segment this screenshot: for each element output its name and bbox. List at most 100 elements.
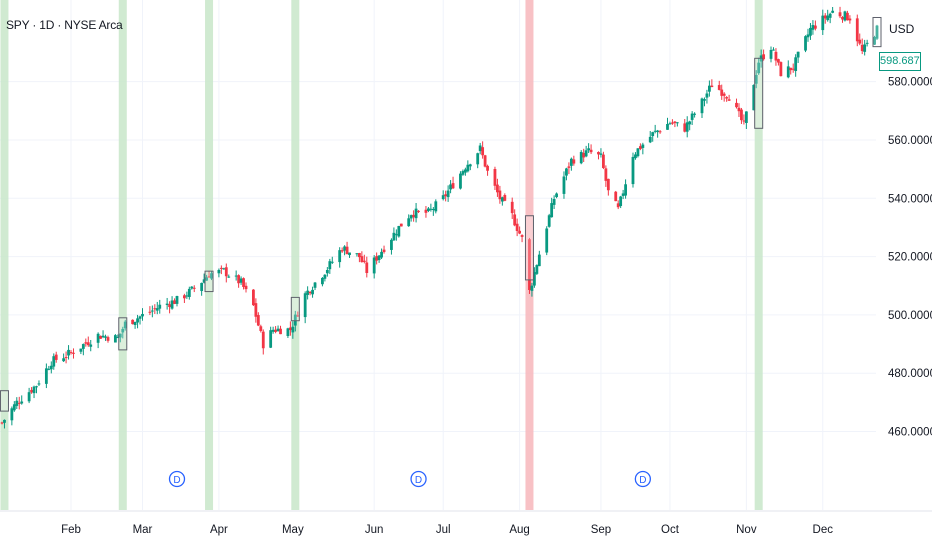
candle: [67, 345, 70, 360]
candle: [150, 305, 154, 318]
candle: [552, 195, 556, 210]
candle: [261, 329, 265, 355]
candle: [190, 286, 194, 290]
candle: [185, 291, 189, 299]
candle: [530, 282, 534, 297]
candle: [725, 96, 729, 102]
candle: [158, 299, 162, 314]
candle: [744, 111, 748, 129]
candle: [340, 247, 344, 253]
candle: [345, 241, 349, 255]
time-tick-label: Aug: [509, 524, 529, 536]
candle: [486, 164, 489, 176]
time-tick-label: Jun: [365, 524, 384, 536]
time-tick-label: Mar: [133, 524, 153, 536]
dividend-marker[interactable]: D: [168, 470, 186, 488]
candle: [688, 120, 692, 131]
candle: [123, 319, 127, 331]
candle: [444, 190, 448, 202]
candle: [360, 251, 364, 263]
candle: [202, 273, 206, 284]
candle: [863, 39, 867, 56]
candle: [528, 237, 531, 294]
candle: [242, 277, 245, 290]
candle: [99, 335, 102, 339]
candle: [205, 274, 208, 281]
candle: [252, 289, 255, 307]
highlight-band-green: [118, 0, 127, 510]
dividend-marker[interactable]: D: [634, 470, 651, 488]
candle: [424, 205, 428, 218]
candle: [789, 67, 793, 75]
price-tick-label: 520.00000: [888, 252, 932, 264]
candle: [15, 397, 19, 410]
candle: [321, 277, 324, 287]
dividend-marker[interactable]: D: [410, 470, 427, 488]
candle: [187, 286, 191, 300]
candle: [37, 380, 41, 386]
candle: [79, 348, 83, 355]
candle: [791, 63, 795, 73]
candle: [375, 252, 379, 265]
candle: [256, 312, 260, 327]
candle: [449, 180, 452, 194]
candle: [3, 419, 6, 429]
candle: [720, 84, 724, 100]
candle: [173, 298, 176, 305]
candle: [619, 195, 623, 209]
candle: [579, 150, 583, 165]
highlight-band-green: [0, 0, 9, 510]
last-price-label: 598.68765: [879, 52, 921, 71]
candle: [545, 226, 549, 256]
candle: [20, 395, 24, 405]
time-tick-label: May: [282, 524, 304, 536]
candle: [116, 334, 120, 339]
candle: [823, 13, 827, 24]
candle: [274, 326, 277, 334]
time-tick-label: Feb: [61, 524, 81, 536]
candle: [81, 343, 85, 356]
chart-title: SPY · 1D · NYSE Arca: [6, 18, 123, 32]
candle: [12, 401, 16, 412]
candle: [742, 114, 746, 125]
candle: [532, 267, 536, 288]
candle: [328, 258, 332, 274]
candle: [64, 351, 68, 364]
candle: [409, 214, 413, 222]
candle: [155, 301, 159, 315]
candle: [0, 421, 4, 425]
candle: [616, 200, 620, 210]
currency-label[interactable]: USD: [889, 22, 915, 36]
candle: [131, 319, 135, 325]
candle: [717, 80, 721, 91]
candle: [47, 365, 51, 371]
candle: [476, 152, 480, 169]
candle: [192, 285, 196, 293]
candle: [136, 314, 139, 329]
candle: [414, 202, 418, 223]
range-box: [118, 317, 128, 351]
candle: [30, 387, 33, 394]
price-tick-label: 560.00000: [888, 135, 932, 147]
candle: [535, 264, 539, 276]
candle: [786, 60, 790, 79]
candle: [459, 171, 462, 190]
time-axis[interactable]: Feb Mar Apr May Jun Jul Aug Sep Oct Nov Dec: [0, 510, 932, 536]
candle: [510, 197, 514, 219]
candle: [848, 15, 852, 24]
candle: [700, 97, 704, 118]
candle: [855, 14, 859, 47]
price-axis[interactable]: 460.00000 480.00000 500.00000 520.00000 540.…: [888, 77, 932, 439]
candle: [62, 353, 66, 362]
candle: [362, 254, 366, 264]
candle: [518, 226, 522, 235]
candle: [323, 274, 327, 282]
candle: [49, 361, 53, 374]
candle: [703, 97, 706, 107]
candle: [269, 326, 273, 349]
candle: [666, 117, 669, 130]
candle: [210, 271, 213, 281]
